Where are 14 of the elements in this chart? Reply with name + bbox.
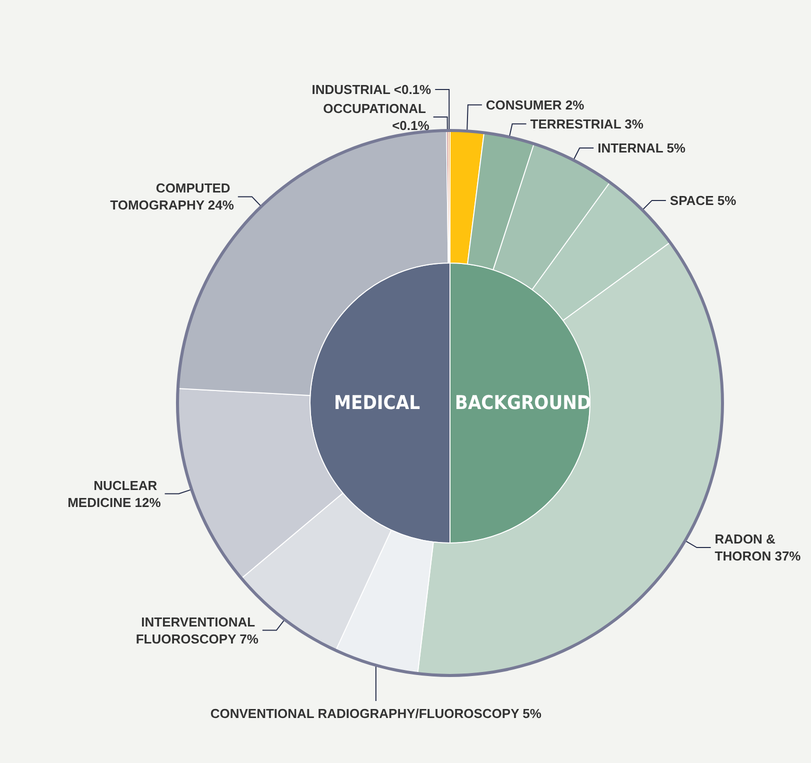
slice-label: SPACE 5% xyxy=(670,192,737,208)
slice-label: INTERVENTIONAL FLUOROSCOPY 7% xyxy=(136,614,259,646)
slice-label: INDUSTRIAL <0.1% xyxy=(312,82,432,98)
slice-label: TERRESTRIAL 3% xyxy=(530,116,644,132)
slice-label: BACKGROUND xyxy=(454,392,592,414)
slice-label: INTERNAL 5% xyxy=(598,140,686,156)
slice-label: COMPUTED TOMOGRAPHY 24% xyxy=(110,180,234,213)
slice-label: MEDICAL xyxy=(334,392,420,414)
data-label: <0.1% xyxy=(392,118,430,134)
slice-label: NUCLEAR MEDICINE 12% xyxy=(68,478,162,510)
slice-label: CONSUMER 2% xyxy=(486,97,585,112)
slice-label: OCCUPATIONAL xyxy=(323,101,430,116)
slice-label: CONVENTIONAL RADIOGRAPHY/FLUOROSCOPY 5% xyxy=(210,706,542,721)
slice-label: RADON & THORON 37% xyxy=(714,532,802,564)
